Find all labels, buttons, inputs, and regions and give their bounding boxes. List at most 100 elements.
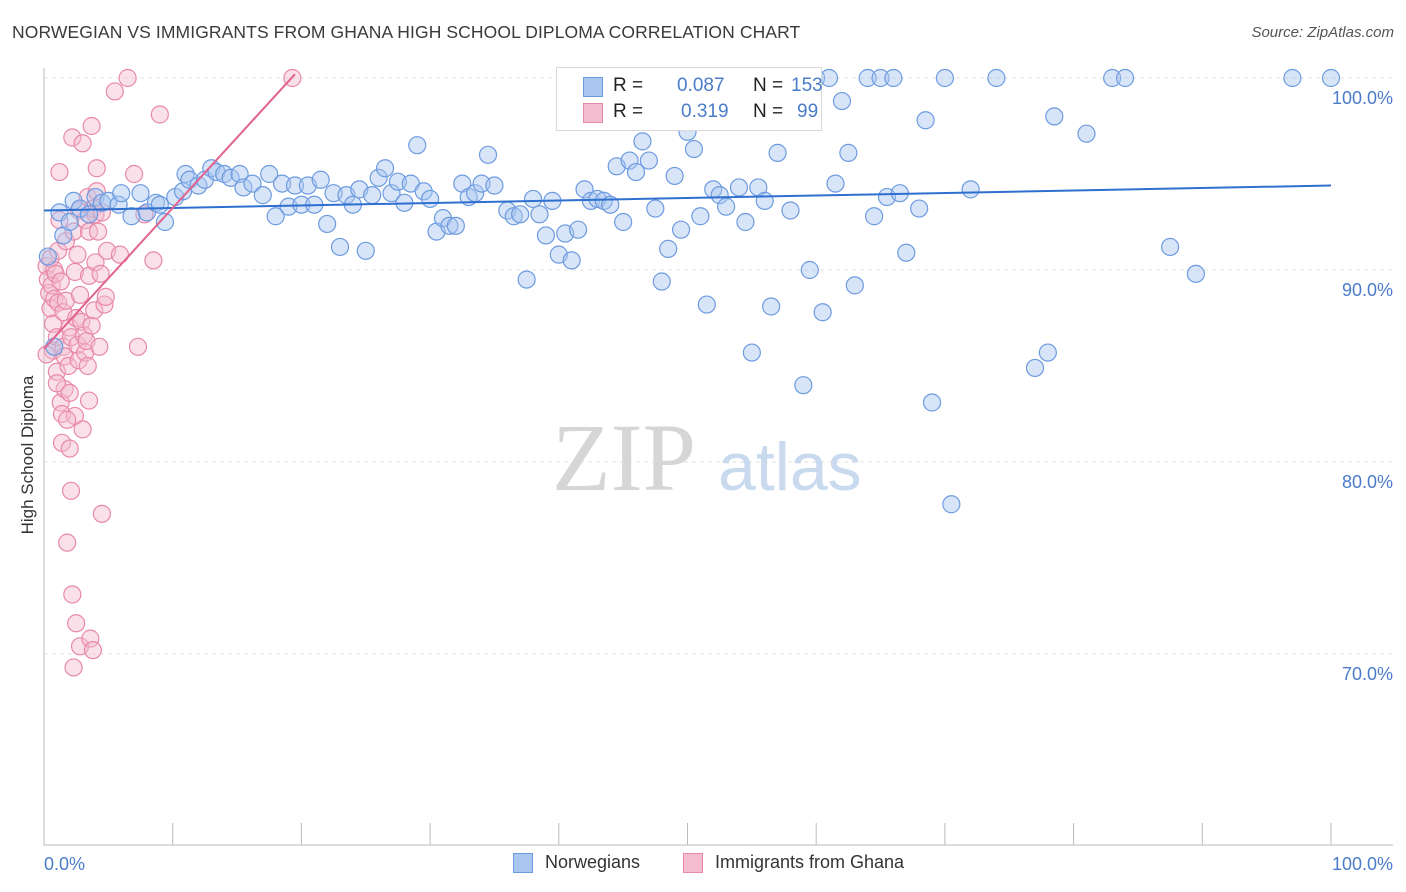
- norwegians-point-31: [243, 174, 262, 193]
- ghana-point-68: [87, 159, 106, 178]
- ghana-point-59: [81, 629, 100, 648]
- norwegians-point-80: [569, 220, 588, 239]
- norwegians-point-13: [122, 207, 141, 226]
- norwegians-point-139: [1045, 107, 1064, 126]
- norwegians-point-127: [884, 68, 903, 88]
- legend-swatch-ghana: [683, 853, 703, 873]
- norwegians-point-93: [652, 272, 671, 291]
- norwegians-point-73: [523, 189, 543, 209]
- ghana-point-49: [73, 420, 92, 439]
- norwegians-point-74: [530, 205, 549, 224]
- norwegians-point-144: [1186, 264, 1205, 283]
- ghana-point-5: [42, 276, 61, 295]
- norwegians-point-122: [845, 276, 864, 295]
- y-tick-label-0: 100.0%: [1332, 88, 1393, 108]
- norwegians-point-32: [253, 186, 272, 205]
- y-tick-label-1: 90.0%: [1342, 280, 1393, 300]
- norwegians-point-88: [620, 151, 639, 170]
- y-tick-label-3: 70.0%: [1342, 664, 1393, 684]
- legend-n-value: 153: [791, 75, 823, 96]
- ghana-point-45: [70, 285, 90, 305]
- ghana-point-36: [64, 658, 83, 677]
- norwegians-point-140: [1077, 124, 1096, 143]
- legend-r-label: R =: [613, 101, 644, 122]
- norwegians-point-44: [330, 237, 350, 257]
- ghana-point-70: [90, 337, 109, 356]
- ghana-point-48: [73, 134, 92, 153]
- norwegians-point-71: [511, 205, 530, 224]
- norwegians-point-68: [485, 176, 504, 195]
- norwegians-point-103: [717, 197, 736, 216]
- y-tick-label-2: 80.0%: [1342, 472, 1393, 492]
- axes: [43, 68, 1393, 846]
- norwegians-point-48: [356, 241, 375, 260]
- norwegians-point-75: [536, 226, 556, 245]
- norwegians-point-49: [363, 186, 382, 205]
- norwegians-point-118: [819, 68, 839, 88]
- x-tick-label-left: 0.0%: [44, 854, 85, 874]
- legend-r-value: 0.087: [677, 75, 725, 96]
- norwegians-point-135: [961, 180, 980, 199]
- norwegians-point-136: [987, 68, 1006, 88]
- norwegians-point-91: [639, 151, 658, 170]
- ghana-point-77: [105, 82, 124, 101]
- ghana-point-42: [68, 245, 87, 264]
- stats-legend: R = 0.087 N = 153 R = 0.319 N = 99: [556, 67, 823, 131]
- watermark-atlas: atlas: [718, 429, 862, 505]
- ghana-point-62: [83, 641, 103, 660]
- series-norwegians-points: [37, 68, 302, 677]
- ghana-point-64: [85, 301, 104, 320]
- norwegians-point-131: [916, 111, 935, 130]
- norwegians-point-33: [260, 164, 279, 184]
- ghana-point-83: [144, 251, 163, 270]
- ghana-point-88: [60, 383, 79, 402]
- norwegians-point-92: [646, 199, 665, 218]
- norwegians-point-102: [710, 186, 729, 205]
- norwegians-point-90: [633, 132, 652, 151]
- norwegians-point-81: [575, 180, 594, 199]
- norwegians-point-62: [446, 216, 465, 235]
- ghana-point-30: [60, 439, 79, 458]
- norwegians-point-34: [266, 207, 285, 226]
- norwegians-point-1: [45, 337, 64, 356]
- ghana-point-17: [51, 272, 70, 291]
- norwegians-point-142: [1115, 68, 1135, 88]
- ghana-point-80: [124, 164, 144, 184]
- norwegians-point-70: [504, 207, 523, 226]
- legend-label-ghana: Immigrants from Ghana: [715, 852, 905, 872]
- norwegians-point-119: [826, 174, 845, 193]
- norwegians-point-67: [478, 145, 498, 164]
- ghana-point-79: [118, 68, 137, 88]
- norwegians-point-138: [1038, 343, 1057, 362]
- norwegians-point-124: [865, 207, 884, 226]
- norwegians-point-61: [440, 216, 459, 235]
- norwegians-point-123: [858, 68, 877, 88]
- chart-title: NORWEGIAN VS IMMIGRANTS FROM GHANA HIGH …: [12, 22, 801, 42]
- norwegians-point-130: [910, 199, 929, 218]
- legend-swatch-norwegians: [513, 853, 533, 873]
- norwegians-point-98: [684, 139, 704, 159]
- norwegians-point-113: [781, 201, 800, 220]
- ghana-point-41: [68, 335, 87, 354]
- ghana-point-28: [59, 356, 78, 376]
- ghana-point-61: [82, 316, 101, 335]
- y-tick-labels: 100.0% 90.0% 80.0% 70.0%: [1332, 88, 1393, 684]
- ghana-point-32: [61, 481, 81, 500]
- legend-label-norwegians: Norwegians: [545, 852, 641, 872]
- ghana-point-84: [150, 105, 169, 124]
- trend-line-norwegians: [43, 184, 1332, 212]
- norwegians-point-129: [897, 243, 916, 262]
- norwegians-point-134: [942, 495, 961, 514]
- norwegians-point-115: [800, 260, 819, 280]
- norwegians-point-141: [1103, 68, 1122, 88]
- norwegians-point-72: [517, 270, 536, 289]
- source-label: Source: ZipAtlas.com: [1251, 24, 1394, 41]
- norwegians-point-29: [230, 164, 249, 184]
- ghana-point-69: [88, 222, 108, 241]
- ghana-point-65: [86, 253, 105, 272]
- ghana-point-74: [95, 295, 114, 314]
- ghana-point-27: [58, 533, 77, 552]
- watermark: ZIP atlas: [552, 404, 862, 511]
- norwegians-point-37: [285, 176, 305, 195]
